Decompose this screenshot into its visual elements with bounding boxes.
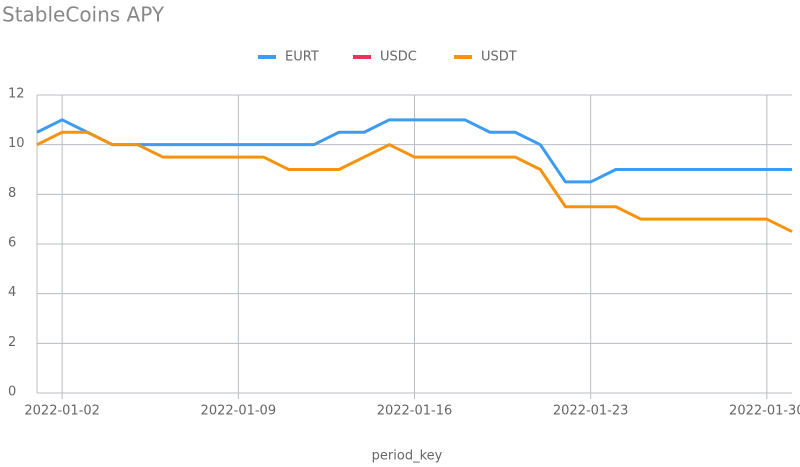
y-tick-label: 4 — [8, 285, 16, 300]
y-tick-label: 8 — [8, 186, 16, 201]
legend-label: USDT — [481, 50, 517, 65]
y-tick-label: 2 — [8, 335, 16, 350]
x-tick-label: 2022-01-09 — [201, 404, 277, 419]
line-series — [36, 130, 793, 233]
legend-label: USDC — [380, 50, 417, 65]
y-tick-label: 6 — [8, 236, 16, 251]
x-tick-label: 2022-01-02 — [24, 404, 100, 419]
y-tick-label: 12 — [8, 87, 25, 102]
x-tick-label: 2022-01-23 — [553, 404, 629, 419]
chart-title: StableCoins APY — [2, 3, 165, 27]
x-tick-label: 2022-01-30 — [729, 404, 800, 419]
y-tick-label: 0 — [8, 385, 16, 400]
x-tick-label: 2022-01-16 — [377, 404, 453, 419]
x-axis-label: period_key — [372, 449, 443, 464]
legend-label: EURT — [285, 50, 319, 65]
y-tick-label: 10 — [8, 136, 25, 151]
line-series — [36, 118, 792, 184]
